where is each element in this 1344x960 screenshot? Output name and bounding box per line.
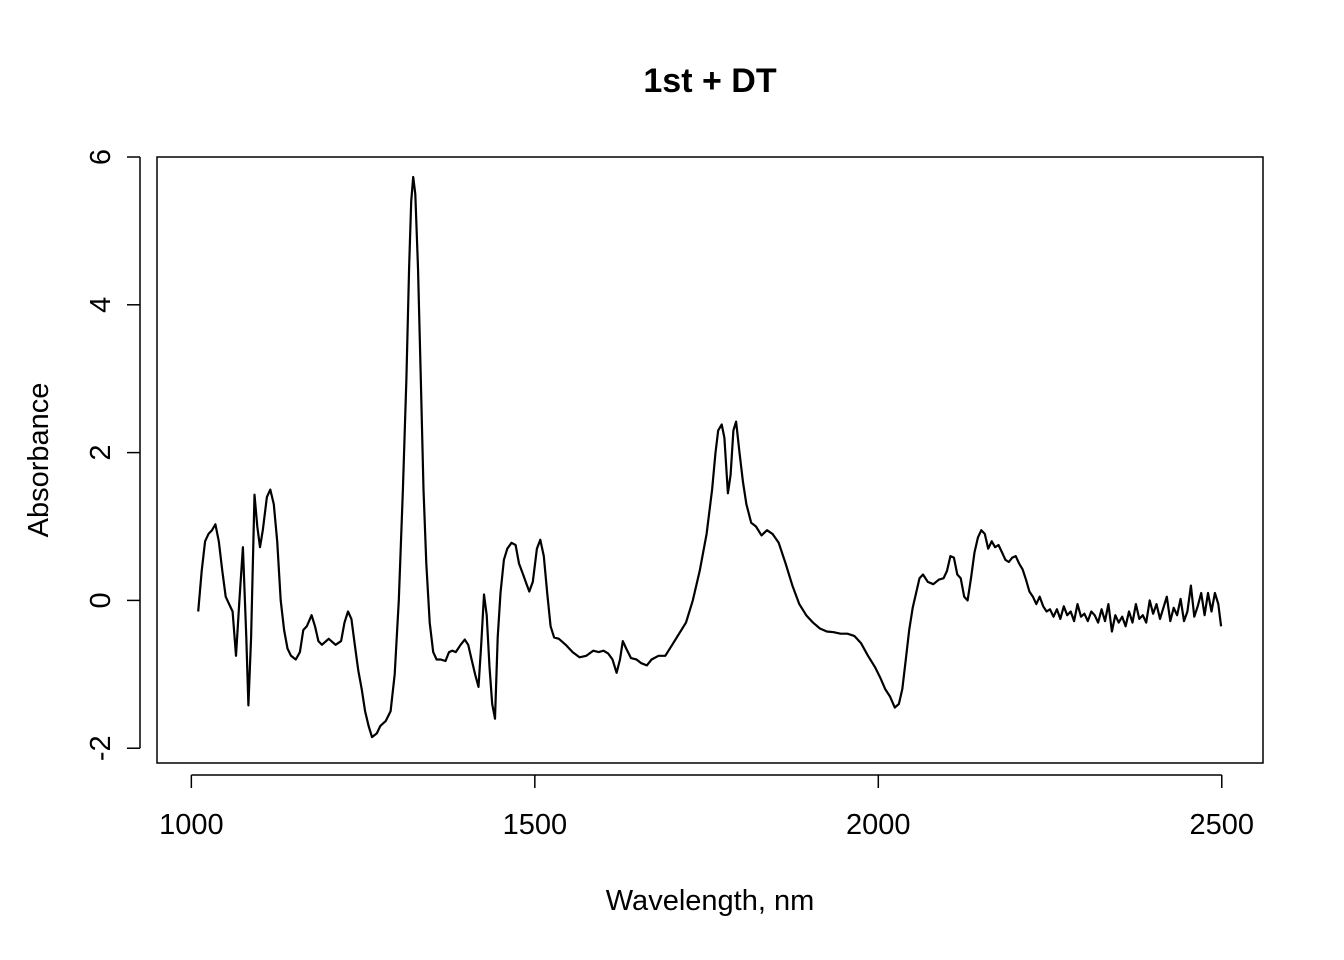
- plot-frame: [156, 156, 1264, 764]
- y-tick-label: -2: [85, 735, 117, 761]
- y-tick-label: 4: [85, 297, 117, 313]
- x-tick-label: 1500: [503, 809, 568, 841]
- x-axis-label: Wavelength, nm: [606, 885, 814, 917]
- y-axis-label: Absorbance: [23, 383, 55, 538]
- x-tick-label: 2000: [846, 809, 911, 841]
- y-tick-label: 0: [85, 592, 117, 608]
- chart-title: 1st + DT: [643, 62, 776, 100]
- x-tick-label: 1000: [159, 809, 224, 841]
- y-tick-label: 2: [85, 445, 117, 461]
- y-tick-label: 6: [85, 149, 117, 165]
- x-axis: 1000 1500 2000 2500: [159, 774, 1255, 841]
- spectrum-line: [197, 175, 1223, 739]
- x-tick-label: 2500: [1190, 809, 1255, 841]
- y-axis: -2 0 2 4 6: [85, 149, 141, 761]
